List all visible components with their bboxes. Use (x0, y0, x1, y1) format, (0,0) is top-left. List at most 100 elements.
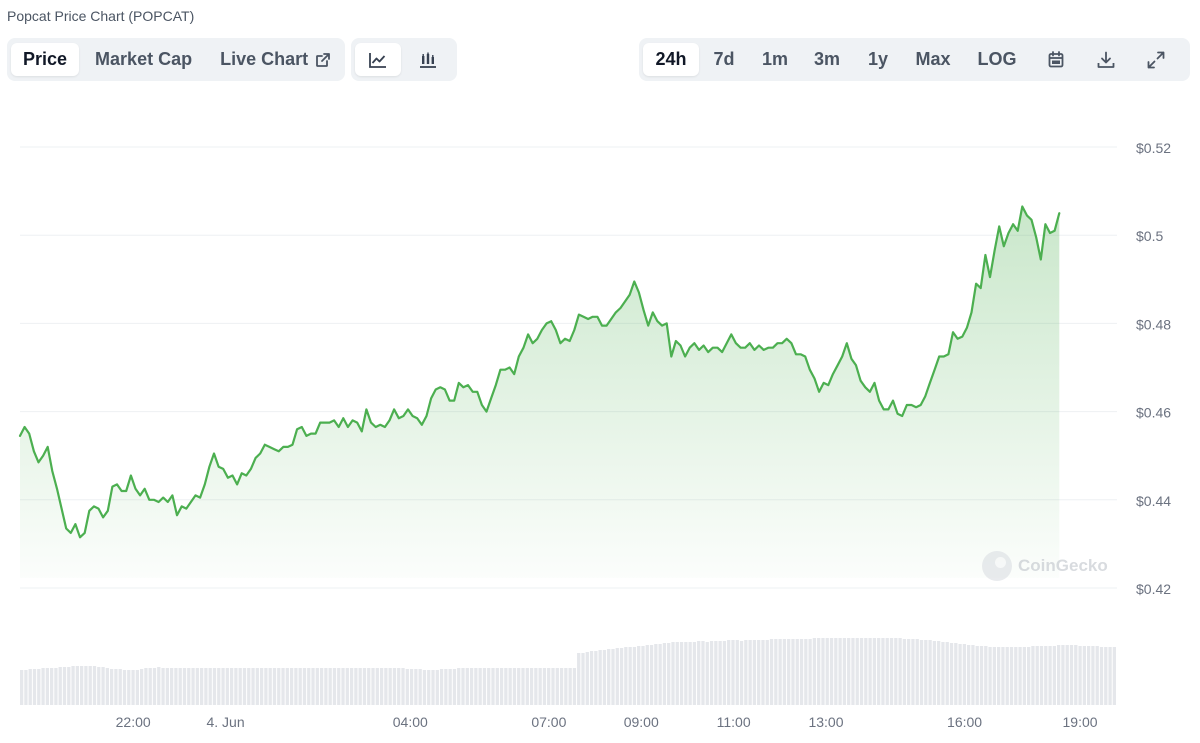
x-tick-label: 07:00 (531, 714, 566, 730)
volume-bar (409, 669, 414, 705)
volume-bar (302, 668, 307, 705)
volume-bar (1009, 647, 1014, 705)
volume-bar (469, 668, 474, 705)
volume-bar (457, 668, 461, 705)
volume-bar (782, 639, 787, 705)
volume-bar (229, 668, 234, 705)
volume-bar (1052, 646, 1057, 705)
volume-bar (855, 638, 859, 705)
x-tick-label: 4. Jun (206, 714, 244, 730)
volume-bar (547, 668, 551, 705)
volume-bar (431, 670, 435, 705)
volume-bar (504, 668, 508, 705)
volume-bar (735, 640, 739, 705)
tab-market-cap[interactable]: Market Cap (95, 49, 193, 69)
fullscreen-button[interactable] (1131, 43, 1181, 76)
volume-bar (512, 668, 517, 705)
volume-bar (829, 638, 834, 705)
price-line (18, 205, 1061, 539)
y-tick-label: $0.48 (1136, 316, 1171, 332)
volume-bar (435, 670, 439, 705)
volume-bar (1087, 646, 1091, 705)
x-tick-label: 22:00 (116, 714, 151, 730)
volume-bar (122, 670, 127, 705)
volume-bar (444, 669, 448, 705)
volume-bar (448, 669, 452, 705)
volume-bar (414, 669, 418, 705)
volume-bar (281, 668, 285, 705)
volume-bar (975, 646, 979, 705)
volume-bar (774, 639, 778, 705)
volume-bar (641, 646, 645, 705)
volume-bar (1057, 645, 1061, 705)
volume-bar (645, 645, 649, 705)
volume-bar (658, 644, 662, 705)
volume-bar (907, 639, 911, 705)
volume-bar (812, 638, 817, 705)
volume-bar (332, 668, 337, 705)
volume-bar (859, 638, 864, 705)
range-1m[interactable]: 1m (761, 49, 788, 69)
volume-bar (834, 638, 838, 705)
volume-bar (984, 646, 988, 705)
y-tick-label: $0.5 (1136, 228, 1163, 244)
tab-price[interactable]: Price (11, 43, 80, 76)
volume-bar (577, 653, 581, 705)
volume-bar (739, 641, 744, 705)
volume-bar (808, 639, 812, 705)
volume-bar (979, 646, 984, 705)
volume-bar (482, 668, 487, 705)
volume-bar (1112, 647, 1116, 705)
coingecko-watermark: CoinGecko (982, 551, 1108, 581)
x-tick-label: 16:00 (947, 714, 982, 730)
price-area (20, 206, 1060, 578)
volume-bar (178, 668, 182, 705)
download-icon (1097, 51, 1115, 69)
volume-bar (778, 639, 782, 705)
candlestick-chart-button[interactable] (405, 43, 451, 76)
download-button[interactable] (1081, 43, 1131, 76)
range-24h[interactable]: 24h (643, 43, 699, 76)
volume-bar (58, 667, 62, 705)
volume-bar (268, 668, 272, 705)
volume-bar (491, 668, 495, 705)
volume-bar (589, 651, 594, 705)
volume-bar (928, 640, 932, 705)
volume-bar (885, 638, 889, 705)
volume-bar (992, 647, 997, 705)
volume-bar (54, 668, 58, 705)
volume-bar (1061, 645, 1065, 705)
volume-bar (679, 642, 684, 705)
volume-bar (761, 640, 765, 705)
volume-bar (701, 641, 705, 705)
volume-bar (251, 668, 255, 705)
volume-bar (311, 668, 315, 705)
volume-bar (397, 668, 401, 705)
volume-bar (109, 669, 114, 705)
price-chart[interactable]: $0.42 $0.44 $0.46 $0.48 $0.5 $0.52 22:00 4. Ju… (0, 90, 1200, 743)
calendar-button[interactable] (1031, 43, 1081, 76)
volume-bar (367, 668, 371, 705)
volume-bar (105, 668, 109, 705)
volume-bar (787, 639, 791, 705)
volume-bar (538, 668, 542, 705)
range-7d[interactable]: 7d (713, 49, 735, 69)
range-1y[interactable]: 1y (867, 49, 889, 69)
range-log[interactable]: LOG (977, 49, 1017, 69)
volume-bar (898, 638, 902, 705)
volume-bar (529, 668, 534, 705)
volume-bar (79, 666, 84, 705)
volume-bar (542, 668, 547, 705)
volume-bar (692, 642, 697, 705)
line-chart-button[interactable] (355, 43, 401, 76)
volume-bar (418, 669, 422, 705)
range-max[interactable]: Max (915, 49, 951, 69)
volume-bar (615, 648, 619, 705)
volume-bar (594, 651, 598, 705)
tab-live-chart[interactable]: Live Chart (208, 43, 343, 76)
volume-bar (508, 668, 512, 705)
volume-bar (718, 641, 722, 705)
volume-bar (847, 638, 851, 705)
x-axis: 22:00 4. Jun 04:00 07:00 09:00 11:00 13:00 16:0… (116, 714, 1098, 730)
range-3m[interactable]: 3m (813, 49, 840, 69)
